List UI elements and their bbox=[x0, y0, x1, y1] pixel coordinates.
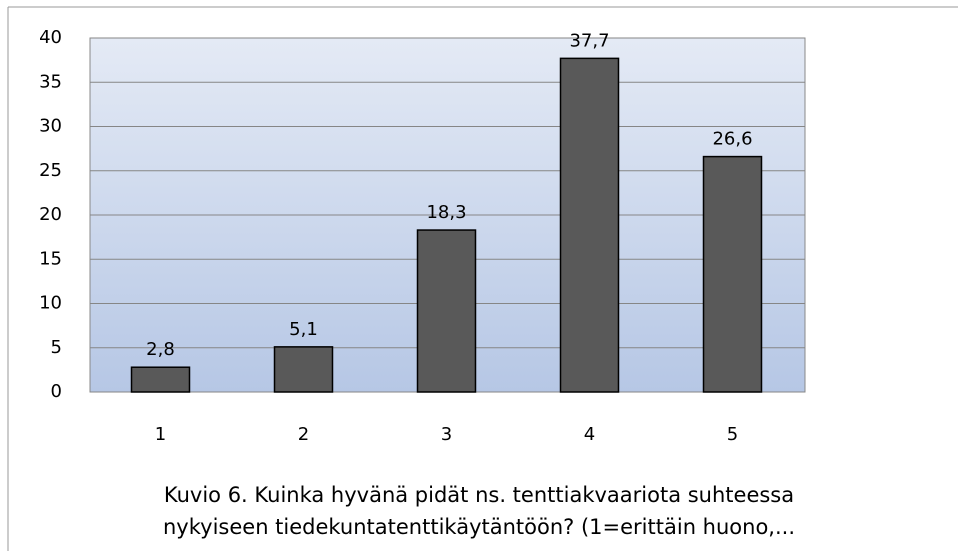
x-tick-label: 2 bbox=[298, 424, 309, 445]
y-tick-label: 35 bbox=[39, 71, 62, 92]
y-tick-label: 40 bbox=[39, 27, 62, 48]
bar bbox=[273, 346, 334, 393]
value-label: 18,3 bbox=[426, 202, 466, 223]
value-label: 5,1 bbox=[289, 319, 318, 340]
y-tick-label: 15 bbox=[39, 248, 62, 269]
bar bbox=[559, 57, 620, 393]
x-tick-label: 4 bbox=[584, 424, 595, 445]
x-tick-label: 1 bbox=[155, 424, 166, 445]
value-label: 2,8 bbox=[146, 339, 175, 360]
y-tick-label: 5 bbox=[51, 337, 62, 358]
y-tick-label: 25 bbox=[39, 160, 62, 181]
y-tick-label: 30 bbox=[39, 116, 62, 137]
x-tick-label: 5 bbox=[727, 424, 738, 445]
value-label: 26,6 bbox=[712, 129, 752, 150]
bar bbox=[702, 155, 763, 393]
value-label: 37,7 bbox=[569, 30, 609, 51]
y-tick-label: 20 bbox=[39, 204, 62, 225]
y-tick-label: 10 bbox=[39, 293, 62, 314]
bar bbox=[130, 366, 191, 393]
caption-line: Kuvio 6. Kuinka hyvänä pidät ns. tenttia… bbox=[164, 483, 794, 507]
x-tick-label: 3 bbox=[441, 424, 452, 445]
caption-line: nykyiseen tiedekuntatenttikäytäntöön? (1… bbox=[163, 515, 795, 539]
bar bbox=[416, 229, 477, 393]
y-tick-label: 0 bbox=[51, 381, 62, 402]
